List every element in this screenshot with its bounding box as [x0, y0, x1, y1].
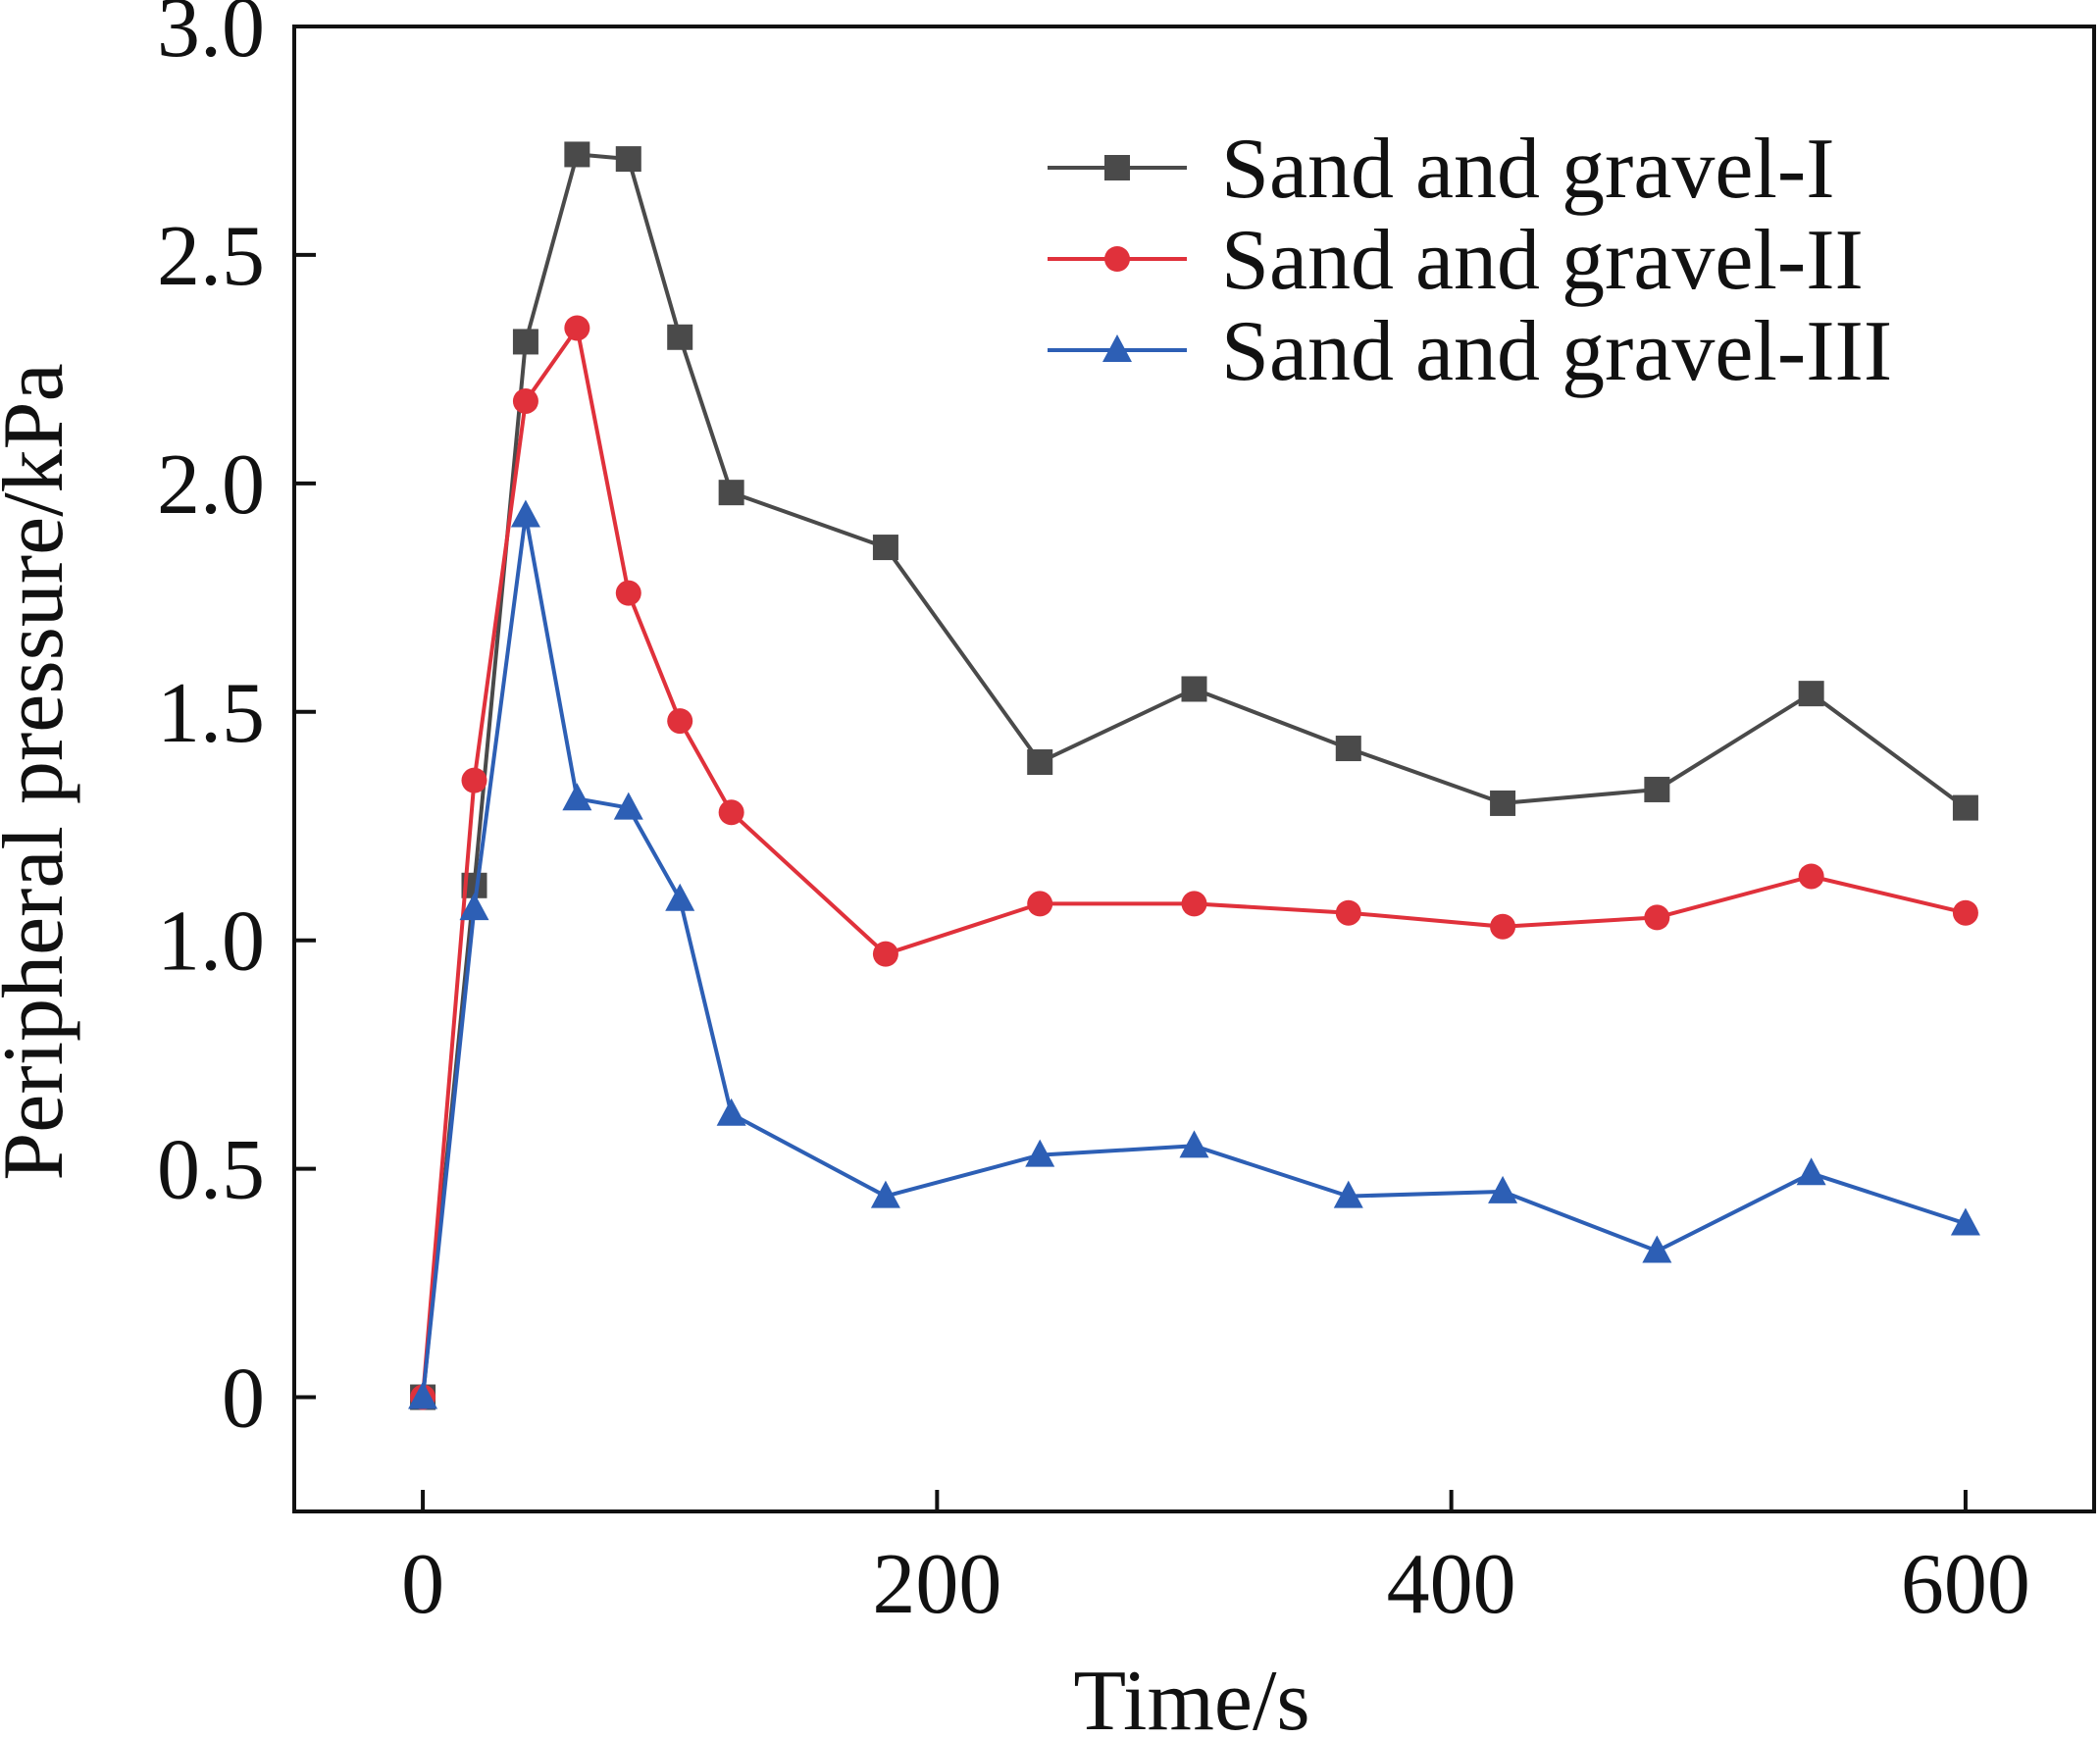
series-3-point-marker [1642, 1235, 1672, 1263]
series-1-point-marker [1181, 676, 1207, 702]
y-tick-label: 1.5 [157, 666, 265, 761]
series-2-point-marker [461, 767, 487, 793]
series-3-point-marker [510, 499, 540, 528]
series-2-point-marker [1335, 899, 1361, 926]
series-3-point-marker [613, 792, 643, 820]
series-3 [408, 499, 1980, 1409]
x-tick-label: 400 [1387, 1537, 1516, 1632]
series-2-point-marker [1181, 891, 1207, 917]
series-3-point-marker [1025, 1139, 1055, 1167]
y-tick-label: 0.5 [157, 1123, 265, 1218]
y-axis: 0 0.5 1.0 1.5 2.0 2.5 3.0 [157, 0, 316, 1447]
legend-item-1: Sand and gravel-I [1048, 122, 1835, 217]
series-3-point-marker [1179, 1130, 1209, 1158]
series-1-point-marker [667, 324, 693, 350]
series-2-point-marker [1027, 891, 1053, 917]
y-tick-label: 3.0 [157, 0, 265, 76]
series-2-point-marker [1644, 904, 1670, 931]
y-tick-label: 1.0 [157, 895, 265, 990]
legend-item-3-label: Sand and gravel-III [1221, 304, 1892, 399]
series-3-point-marker [1796, 1157, 1826, 1186]
series-1-point-marker [718, 480, 744, 506]
series-3-point-marker [408, 1381, 438, 1409]
x-axis-title: Time/s [1073, 1654, 1309, 1739]
series-2-point-marker [615, 580, 641, 606]
x-tick-label: 200 [872, 1537, 1001, 1632]
legend-item-2: Sand and gravel-II [1048, 213, 1864, 308]
series-1-point-marker [512, 329, 538, 355]
series-2-point-marker [1798, 863, 1824, 890]
series-3-point-marker [1950, 1207, 1980, 1236]
series-2-point-marker [872, 941, 898, 967]
legend-item-2-marker [1104, 246, 1130, 272]
series-2 [410, 315, 1978, 1410]
series-3-line [421, 513, 1967, 1398]
legend-item-3-marker [1102, 334, 1132, 362]
plot-frame [292, 25, 2096, 1513]
series-3-point-marker [665, 883, 695, 911]
legend-item-3: Sand and gravel-III [1048, 304, 1892, 399]
series-1-point-marker [1335, 736, 1361, 762]
series-1-point-marker [1952, 794, 1978, 821]
series-3-point-marker [870, 1180, 900, 1208]
series-2-point-marker [512, 387, 538, 414]
x-axis: 0 200 400 600 [401, 1490, 2030, 1632]
series-1-point-marker [1490, 790, 1516, 816]
x-tick-label: 0 [401, 1537, 444, 1632]
series-2-point-marker [1490, 913, 1516, 940]
series-1-point-marker [872, 535, 898, 561]
series-2-point-marker [564, 315, 590, 341]
series-2-point-marker [718, 799, 744, 826]
x-tick-label: 600 [1901, 1537, 2030, 1632]
series-3-point-marker [716, 1098, 746, 1126]
series-3-point-marker [459, 893, 489, 921]
series-1 [410, 141, 1978, 1410]
y-axis-title: Peripheral pressure/kPa [0, 363, 81, 1180]
series-1-point-marker [1644, 776, 1670, 802]
series-3-point-marker [1333, 1180, 1363, 1208]
series-1-point-marker [1798, 681, 1824, 707]
y-tick-label: 2.5 [157, 209, 265, 304]
series-2-line [421, 326, 1967, 1398]
series-3-point-marker [1488, 1175, 1518, 1203]
series-1-point-marker [564, 141, 590, 168]
series-2-point-marker [667, 708, 693, 735]
legend-item-1-label: Sand and gravel-I [1221, 122, 1835, 217]
legend-item-1-marker [1104, 155, 1130, 180]
legend-item-2-label: Sand and gravel-II [1221, 213, 1864, 308]
y-tick-label: 0 [222, 1352, 265, 1447]
series-3-point-marker [562, 783, 592, 811]
series-2-point-marker [1952, 899, 1978, 926]
y-tick-label: 2.0 [157, 437, 265, 533]
series-1-point-marker [615, 146, 641, 173]
series-layer [408, 141, 1980, 1410]
series-1-point-marker [1027, 749, 1053, 776]
